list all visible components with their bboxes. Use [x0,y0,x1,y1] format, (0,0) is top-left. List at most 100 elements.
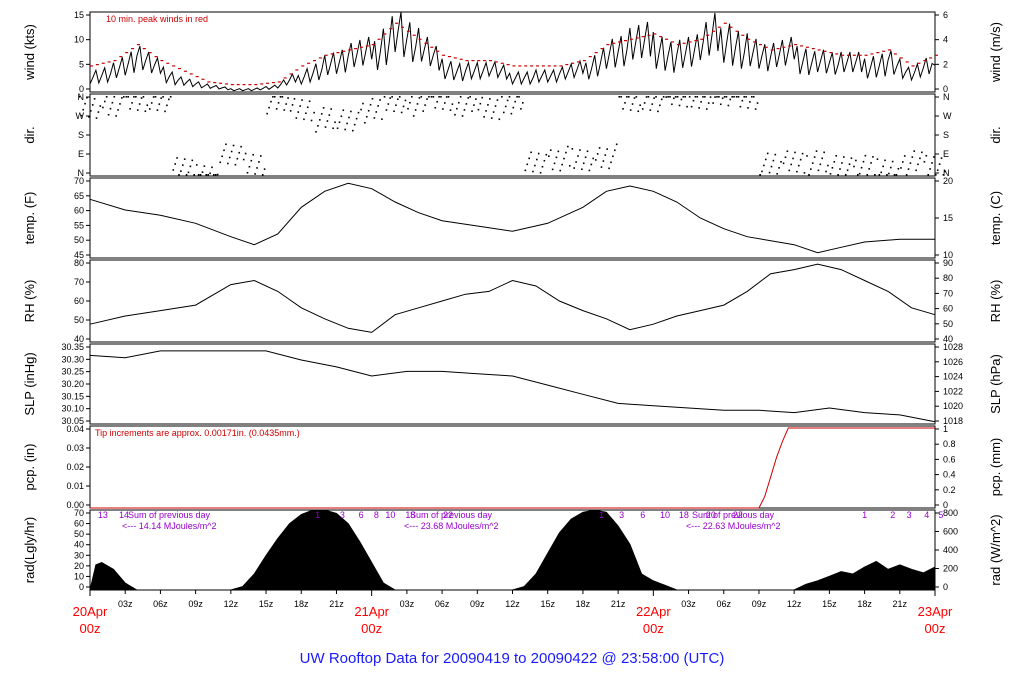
peak-wind-mark [412,34,416,36]
x-tick-label: 06z [716,599,731,609]
direction-point [176,157,178,159]
direction-point [199,174,202,176]
direction-point [786,150,789,153]
direction-point [579,149,581,151]
direction-point [731,96,733,98]
direction-point [205,174,208,176]
peak-wind-mark [148,52,152,54]
panel-frame-slp [89,343,936,425]
left-tick-label-rh: 40 [74,334,84,344]
left-tick-label-wind: 10 [74,35,84,45]
direction-point [660,98,663,101]
peak-wind-mark [518,65,522,67]
peak-wind-mark [154,56,158,58]
panel-frame-temp [89,177,936,259]
direction-point [539,171,542,174]
peak-wind-mark [254,84,258,86]
peak-wind-mark [829,52,833,54]
peak-wind-mark [623,40,627,42]
right-tick-label-dir: W [943,111,952,121]
left-tick-label-slp: 30.20 [61,379,84,389]
direction-point [152,96,155,98]
direction-point [929,168,931,170]
direction-point [447,96,450,98]
series-temp [89,182,935,254]
direction-point [320,113,323,115]
direction-point [411,96,413,98]
right-tick-label-dir: N [943,168,950,178]
direction-point [275,108,278,110]
panel-left-label-temp: temp. (F) [22,192,37,245]
direction-point [299,105,301,107]
direction-point [291,104,294,106]
peak-wind-mark [107,61,111,63]
peak-wind-mark [307,62,311,64]
direction-point [707,102,710,104]
direction-point [535,158,538,161]
right-tick-label-pcp: 0.8 [943,439,956,449]
right-tick-label-slp: 1026 [943,357,963,367]
peak-wind-mark [489,60,493,62]
direction-point [596,153,599,155]
direction-point [342,109,345,112]
direction-point [682,96,685,98]
direction-point [537,152,540,155]
peak-wind-mark [712,30,716,32]
x-tick-label: 03z [681,599,696,609]
direction-point [600,166,603,168]
hour-number-label: 3 [619,510,624,520]
left-tick-label-slp: 30.25 [61,367,84,377]
panel-right-label-temp: temp. (C) [988,191,1003,245]
direction-point [923,160,926,163]
direction-point [397,98,399,101]
right-tick-label-rh: 50 [943,319,953,329]
direction-point [613,149,616,152]
x-tick-label: 15z [822,599,837,609]
direction-point [273,96,276,98]
x-tick-label: 21z [611,599,626,609]
direction-point [629,109,632,111]
peak-wind-mark [700,38,704,40]
direction-point [181,164,184,166]
direction-point [565,151,567,154]
direction-point [445,96,448,98]
direction-point [301,99,303,101]
direction-point [252,153,255,156]
direction-point [473,104,475,106]
day-hour-label: 00z [643,621,664,636]
direction-point [379,99,381,101]
peak-wind-mark [530,65,534,67]
direction-point [295,117,298,119]
direction-point [279,96,282,98]
peak-wind-mark [178,68,182,70]
direction-point [195,164,198,166]
peak-wind-mark [565,64,569,66]
direction-point [387,103,390,105]
peak-wind-mark [764,46,768,48]
direction-point [761,170,763,173]
peak-wind-mark [588,56,592,58]
footer-title: UW Rooftop Data for 20090419 to 20090422… [299,650,725,667]
direction-point [897,167,900,170]
daily-sum-value: <--- 22.63 MJoules/m^2 [686,521,781,531]
peak-wind-mark [401,26,405,28]
direction-point [169,96,172,98]
direction-point [158,103,161,105]
peak-wind-mark [213,82,217,84]
left-tick-label-rad: 50 [74,529,84,539]
direction-point [503,111,505,114]
direction-point [111,101,114,104]
direction-point [622,108,624,110]
direction-point [122,96,125,98]
peak-wind-mark [389,28,393,30]
peak-wind-mark [395,22,399,24]
direction-point [383,96,386,98]
direction-point [456,107,458,110]
direction-point [745,96,747,98]
right-tick-label-pcp: 1 [943,424,948,434]
panel-right-label-pcp: pcp. (mm) [988,438,1003,497]
direction-point [424,104,426,106]
day-hour-label: 00z [361,621,382,636]
day-label: 21Apr [354,604,389,619]
right-tick-label-rad: 600 [943,527,958,537]
